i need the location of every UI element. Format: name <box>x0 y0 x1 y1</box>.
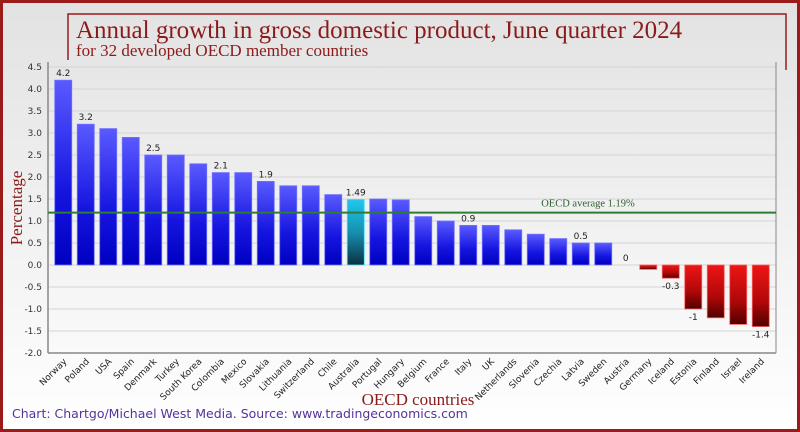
y-tick-label: 3.0 <box>28 129 43 139</box>
bar-ireland <box>751 264 770 327</box>
y-tick-label: 3.5 <box>28 107 42 117</box>
bar-switzerland <box>301 185 320 266</box>
bar-poland <box>76 123 95 266</box>
y-tick-label: -2.0 <box>24 349 42 359</box>
bar-usa <box>99 128 118 266</box>
x-axis-label: OECD countries <box>362 390 475 409</box>
bar-turkey <box>166 154 185 266</box>
bar-chile <box>324 194 343 266</box>
data-label: -1.4 <box>752 331 770 341</box>
y-tick-label: -1.5 <box>24 327 42 337</box>
data-label: -0.3 <box>662 282 680 292</box>
data-label: 3.2 <box>79 113 93 123</box>
bar-spain <box>121 136 140 266</box>
y-tick-label: 1.5 <box>28 195 42 205</box>
y-tick-label: 2.5 <box>28 151 42 161</box>
title-frame <box>67 13 787 70</box>
bar-mexico <box>234 172 253 266</box>
bar-finland <box>706 264 725 319</box>
bar-norway <box>54 79 73 266</box>
bar-slovenia <box>526 233 545 266</box>
bar-germany <box>639 264 658 270</box>
bar-israel <box>729 264 748 325</box>
oecd-average-label: OECD average 1.19% <box>541 199 635 210</box>
bar-colombia <box>211 172 230 266</box>
bar-denmark <box>144 154 163 266</box>
bar-lithuania <box>279 185 298 266</box>
bar-latvia <box>571 242 590 266</box>
bar-australia <box>346 199 365 266</box>
y-tick-label: 0.5 <box>28 239 42 249</box>
footer-credit: Chart: Chartgo/Michael West Media. Sourc… <box>12 406 468 421</box>
bar-south-korea <box>189 163 208 266</box>
bar-iceland <box>661 264 680 279</box>
chart-subtitle: for 32 developed OECD member countries <box>76 41 368 60</box>
bar-france <box>436 220 455 266</box>
chart-title: Annual growth in gross domestic product,… <box>76 17 683 44</box>
data-label: 0 <box>623 254 629 264</box>
y-tick-label: 0.0 <box>28 261 43 271</box>
bar-sweden <box>594 242 613 266</box>
data-label: 2.1 <box>214 162 228 172</box>
data-label: 1.9 <box>259 170 274 180</box>
bar-italy <box>459 224 478 266</box>
bar-uk <box>481 224 500 266</box>
y-tick-label: 4.5 <box>28 63 42 73</box>
data-label: 1.49 <box>346 188 366 198</box>
bar-portugal <box>369 198 388 266</box>
y-tick-label: -1.0 <box>24 305 42 315</box>
bar-estonia <box>684 264 703 310</box>
data-label: 0.9 <box>461 214 476 224</box>
y-tick-label: 2.0 <box>28 173 43 183</box>
data-label: 4.2 <box>56 69 70 79</box>
data-label: -1 <box>689 313 698 323</box>
data-label: 2.5 <box>146 144 160 154</box>
bar-belgium <box>414 216 433 266</box>
bar-hungary <box>391 199 410 266</box>
y-tick-label: 4.0 <box>28 85 43 95</box>
bar-czechia <box>549 238 568 266</box>
bar-slovakia <box>256 180 275 266</box>
y-axis-label: Percentage <box>7 171 26 246</box>
data-label: 0.5 <box>574 232 588 242</box>
y-tick-label: -0.5 <box>24 283 42 293</box>
bar-netherlands <box>504 229 523 266</box>
y-tick-label: 1.0 <box>28 217 43 227</box>
